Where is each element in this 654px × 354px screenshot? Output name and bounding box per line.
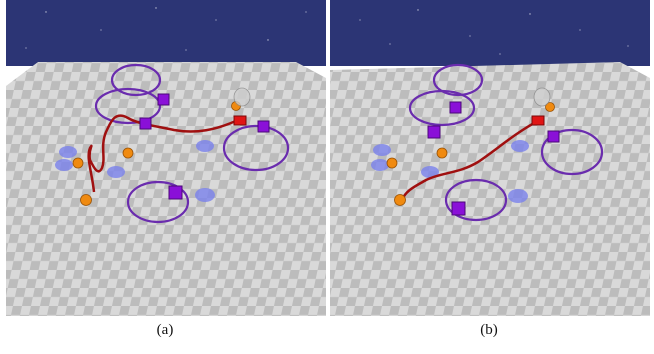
panel-a-scene — [6, 0, 326, 316]
goal-disc-icon — [511, 140, 529, 152]
orbit-path — [222, 124, 290, 172]
goal-zones — [55, 140, 215, 202]
orbit-path — [432, 63, 484, 97]
cubes — [427, 101, 560, 216]
orange-ball-icon — [122, 147, 134, 159]
orbit-path — [94, 87, 162, 125]
orange-ball-icon — [386, 157, 398, 169]
night-sky — [6, 0, 326, 66]
cubes — [139, 93, 270, 200]
goal-disc-icon — [107, 166, 125, 178]
goal-zones — [371, 140, 529, 203]
night-sky — [330, 0, 650, 66]
panel-b — [330, 0, 650, 316]
panel-b-scene — [330, 0, 650, 316]
goal-disc-icon — [196, 140, 214, 152]
orange-ball-icon — [80, 194, 92, 206]
goal-disc-icon — [59, 146, 77, 158]
purple-cube-icon — [449, 101, 462, 114]
orbit-path — [126, 180, 190, 224]
red-robot-icon — [233, 87, 251, 126]
stars — [359, 9, 629, 55]
orange-ball-icon — [545, 102, 555, 112]
goal-disc-icon — [373, 144, 391, 156]
orbit-paths — [408, 63, 604, 222]
stars — [25, 7, 307, 51]
panel-a — [6, 0, 326, 316]
red-robot-icon — [531, 87, 551, 126]
purple-cube-icon — [547, 130, 560, 143]
panel-a-caption: (a) — [156, 322, 174, 338]
purple-cube-icon — [139, 117, 152, 130]
purple-cube-icon — [257, 120, 270, 133]
goal-disc-icon — [508, 189, 528, 203]
checkered-floor — [330, 62, 650, 316]
goal-disc-icon — [371, 159, 389, 171]
orange-ball-icon — [72, 157, 84, 169]
robot-trajectory — [400, 120, 537, 201]
goal-disc-icon — [195, 188, 215, 202]
goal-disc-icon — [55, 159, 73, 171]
orbit-path — [444, 178, 508, 222]
purple-cube-icon — [451, 201, 466, 216]
orbit-paths — [94, 63, 290, 224]
robot-trajectory — [87, 114, 239, 193]
orbit-path — [110, 63, 162, 97]
orbit-path — [540, 128, 604, 176]
purple-cube-icon — [427, 125, 441, 139]
orange-ball-icon — [436, 147, 448, 159]
orange-ball-icon — [394, 194, 406, 206]
balls — [386, 102, 555, 206]
purple-cube-icon — [168, 185, 183, 200]
goal-disc-icon — [421, 166, 439, 178]
panel-b-caption: (b) — [480, 322, 498, 338]
orbit-path — [408, 89, 476, 127]
purple-cube-icon — [157, 93, 170, 106]
